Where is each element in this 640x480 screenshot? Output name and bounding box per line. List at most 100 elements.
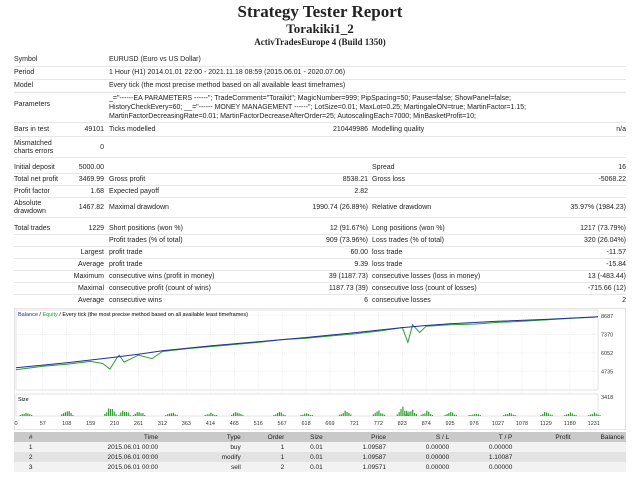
size-bar bbox=[540, 415, 542, 416]
size-bar bbox=[424, 413, 426, 416]
size-bar bbox=[547, 413, 549, 416]
size-bar bbox=[282, 414, 284, 416]
size-bar bbox=[309, 414, 312, 416]
expected-payoff-label: Expected payoff bbox=[109, 188, 160, 195]
x-tick-label: 1180 bbox=[564, 421, 576, 427]
cell-size: 0.01 bbox=[286, 442, 325, 452]
size-bar bbox=[172, 412, 174, 416]
size-bar bbox=[380, 413, 382, 416]
divider bbox=[14, 234, 626, 235]
size-bar bbox=[402, 406, 404, 416]
largest-label: Largest bbox=[80, 249, 104, 256]
size-bar bbox=[204, 415, 206, 416]
size-bar bbox=[591, 414, 594, 416]
cell-order: 1 bbox=[242, 452, 287, 462]
size-bar bbox=[206, 414, 208, 416]
size-bar bbox=[273, 415, 275, 416]
divider bbox=[14, 157, 626, 158]
long-label: Long positions (won %) bbox=[372, 225, 445, 232]
size-bar bbox=[422, 413, 424, 416]
size-bar bbox=[452, 412, 454, 416]
size-bar bbox=[123, 411, 126, 416]
series-line-balance bbox=[15, 316, 599, 369]
avg-cons-losses-label: consecutive losses bbox=[372, 297, 431, 304]
parameters-line: _="------EA PARAMETERS ------"; TradeCom… bbox=[109, 95, 511, 102]
size-bar bbox=[129, 414, 131, 416]
chart-series bbox=[15, 316, 599, 371]
gross-profit-label: Gross profit bbox=[109, 176, 146, 183]
size-bar bbox=[113, 411, 115, 416]
cell-price: 1.09571 bbox=[324, 462, 388, 472]
total-trades-value: 1229 bbox=[88, 225, 104, 232]
x-tick-label: 210 bbox=[110, 421, 119, 427]
size-bar bbox=[593, 412, 595, 416]
gross-profit-value: 8538.21 bbox=[342, 176, 368, 183]
size-bar bbox=[544, 411, 546, 416]
size-bar bbox=[234, 412, 236, 416]
size-bar bbox=[132, 414, 135, 416]
maximal-cons-profit-value: 1187.73 (39) bbox=[328, 285, 368, 292]
size-bar bbox=[29, 414, 31, 416]
rel-dd-label: Relative drawdown bbox=[372, 204, 432, 211]
size-bar bbox=[567, 414, 570, 416]
y-tick-label: 4735 bbox=[601, 369, 613, 375]
size-bar bbox=[236, 412, 238, 416]
size-bar bbox=[344, 410, 346, 416]
size-bar bbox=[176, 415, 178, 416]
x-tick-label: 669 bbox=[325, 421, 334, 427]
size-bar bbox=[62, 413, 65, 416]
size-bar bbox=[428, 411, 430, 416]
x-tick-label: 1231 bbox=[588, 421, 600, 427]
size-bar bbox=[232, 413, 235, 416]
x-tick-label: 363 bbox=[182, 421, 191, 427]
deposit-label: Initial deposit bbox=[14, 164, 55, 171]
x-tick-label: 618 bbox=[301, 421, 310, 427]
y-axis-ticks: 8687 7370 6052 4735 3418 bbox=[601, 314, 613, 401]
divider bbox=[14, 66, 626, 67]
size-bar bbox=[453, 414, 456, 416]
legend-method: / Every tick (the most precise method ba… bbox=[58, 312, 248, 318]
col-sl: S / L bbox=[387, 432, 452, 442]
cell-balance bbox=[572, 442, 626, 452]
mismatch-label: charts errors bbox=[14, 148, 54, 155]
trades-table: # Time Type Order Size Price S / L T / P… bbox=[14, 432, 626, 472]
largest-loss-label: loss trade bbox=[372, 249, 403, 256]
maximum-label: Maximum bbox=[73, 273, 104, 280]
size-bar bbox=[472, 414, 474, 416]
x-tick-label: 312 bbox=[158, 421, 167, 427]
table-row: 3 2015.06.01 00:00 sell 2 0.01 1.09571 0… bbox=[14, 462, 626, 472]
size-bar bbox=[307, 414, 310, 416]
x-tick-label: 261 bbox=[134, 421, 143, 427]
cell-order: 1 bbox=[242, 442, 287, 452]
ticks-label: Ticks modelled bbox=[109, 126, 156, 133]
col-profit: Profit bbox=[514, 432, 573, 442]
table-header-row: # Time Type Order Size Price S / L T / P… bbox=[14, 432, 626, 442]
cell-order: 2 bbox=[242, 462, 287, 472]
divider bbox=[14, 270, 626, 271]
x-tick-label: 1129 bbox=[540, 421, 552, 427]
avg-cons-losses-value: 2 bbox=[622, 297, 626, 304]
size-bar bbox=[512, 414, 514, 416]
maximal-cons-profit-label: consecutive profit (count of wins) bbox=[109, 285, 211, 292]
divider bbox=[14, 92, 626, 93]
cell-type: modify bbox=[160, 452, 243, 462]
max-cons-wins-label: consecutive wins (profit in money) bbox=[109, 273, 215, 280]
max-cons-losses-value: 13 (-483.44) bbox=[587, 273, 626, 280]
x-tick-label: 721 bbox=[350, 421, 359, 427]
rel-dd-value: 35.97% (1984.23) bbox=[570, 204, 626, 211]
size-bar bbox=[31, 415, 33, 416]
x-tick-label: 159 bbox=[86, 421, 95, 427]
abs-dd-label: Absolute bbox=[14, 200, 42, 207]
cell-number: 1 bbox=[14, 442, 48, 452]
legend-balance: Balance bbox=[18, 312, 38, 318]
gross-loss-label: Gross loss bbox=[372, 176, 406, 183]
size-bar bbox=[64, 412, 67, 416]
quality-label: Modelling quality bbox=[372, 126, 425, 133]
average-profit-label: profit trade bbox=[109, 261, 143, 268]
size-bar bbox=[514, 415, 516, 416]
size-bar bbox=[573, 414, 575, 416]
max-dd-label: Maximal drawdown bbox=[109, 204, 169, 211]
bars-value: 49101 bbox=[84, 126, 104, 133]
cell-tp: 0.00000 bbox=[451, 442, 515, 452]
size-bar bbox=[338, 414, 341, 416]
